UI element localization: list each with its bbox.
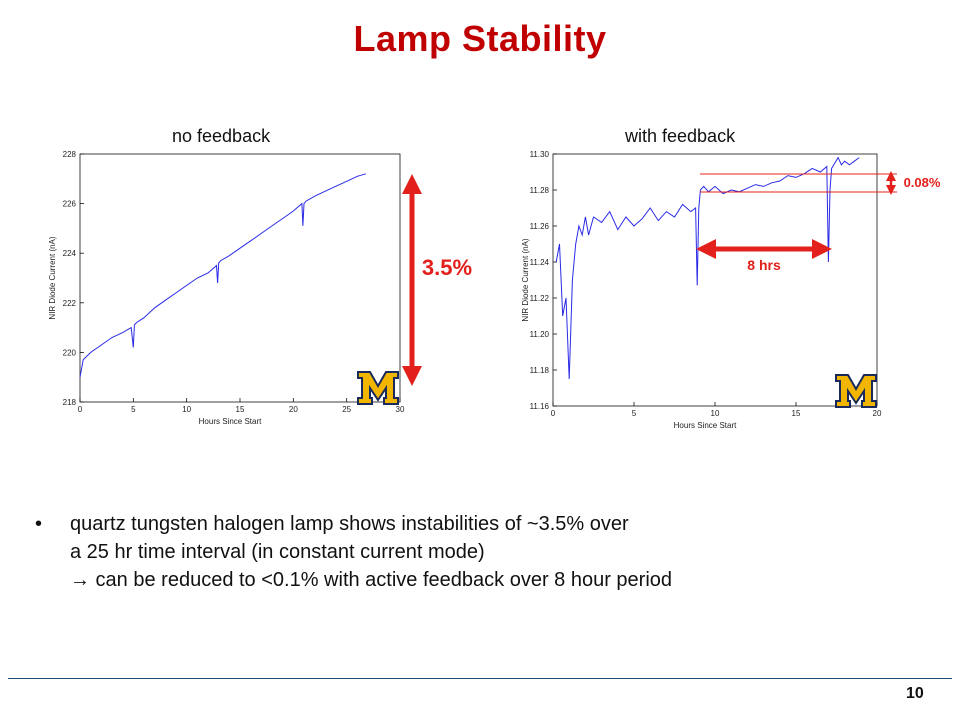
y-tick-label: 228 (63, 150, 77, 159)
y-tick-label: 11.16 (530, 402, 550, 411)
bullet-marker: • (35, 513, 43, 535)
series-line (555, 156, 860, 380)
footer-divider (8, 678, 952, 679)
y-tick-label: 224 (63, 249, 77, 258)
slide-title: Lamp Stability (353, 18, 607, 59)
range-bracket-0-08-percent: 0.08% (700, 171, 941, 195)
series-line (79, 173, 367, 378)
x-tick-label: 10 (182, 405, 191, 414)
y-tick-label: 11.28 (530, 186, 550, 195)
y-tick-label: 11.22 (530, 294, 550, 303)
annotation-3-5-percent: 3.5% (422, 255, 472, 280)
university-logo-right (835, 374, 877, 408)
x-tick-label: 5 (131, 405, 136, 414)
range-arrow-3-5-percent: 3.5% (402, 174, 472, 386)
y-tick-label: 222 (63, 299, 77, 308)
bullet-line-3: → can be reduced to <0.1% with active fe… (70, 569, 673, 591)
x-tick-label: 10 (711, 409, 720, 418)
x-tick-label: 0 (551, 409, 556, 418)
y-tick-label: 11.20 (530, 330, 550, 339)
x-tick-label: 25 (342, 405, 351, 414)
x-tick-label: 20 (873, 409, 882, 418)
range-arrow-8-hrs: 8 hrs (696, 239, 832, 273)
chart-title-no-feedback: no feedback (172, 126, 271, 146)
plot-frame (79, 153, 401, 403)
y-tick-label: 220 (63, 348, 77, 357)
chart-title-with-feedback: with feedback (625, 126, 736, 146)
y-tick-label: 11.26 (530, 222, 550, 231)
y-axis-label: NIR Diode Current (nA) (48, 236, 57, 319)
bullet-line-2: a 25 hr time interval (in constant curre… (70, 541, 485, 563)
bullet-text: quartz tungsten halogen lamp shows insta… (70, 510, 672, 594)
chart-with-feedback: 0 5 10 15 20 11.16 11.18 11.20 11.22 11.24 11.26 11… (521, 150, 882, 430)
x-tick-label: 5 (632, 409, 637, 418)
x-axis-label: Hours Since Start (674, 421, 737, 430)
x-tick-label: 15 (236, 405, 245, 414)
x-tick-label: 0 (78, 405, 83, 414)
annotation-0-08-percent: 0.08% (904, 175, 941, 190)
chart-no-feedback: 0 5 10 15 20 25 30 218 220 222 224 226 228 Hours Sinc… (48, 150, 405, 426)
y-tick-label: 218 (63, 398, 77, 407)
y-tick-label: 11.30 (530, 150, 550, 159)
x-axis-label: Hours Since Start (199, 417, 262, 426)
annotation-8-hrs: 8 hrs (747, 257, 781, 273)
page-number: 10 (906, 685, 924, 702)
x-tick-label: 20 (289, 405, 298, 414)
university-logo-left (357, 371, 399, 405)
y-tick-label: 11.18 (530, 366, 550, 375)
x-tick-label: 30 (396, 405, 405, 414)
y-tick-label: 11.24 (530, 258, 550, 267)
y-tick-label: 226 (63, 200, 77, 209)
bullet-line-1: quartz tungsten halogen lamp shows insta… (70, 513, 629, 535)
y-axis-label: NIR Diode Current (nA) (521, 238, 530, 321)
x-tick-label: 15 (792, 409, 801, 418)
